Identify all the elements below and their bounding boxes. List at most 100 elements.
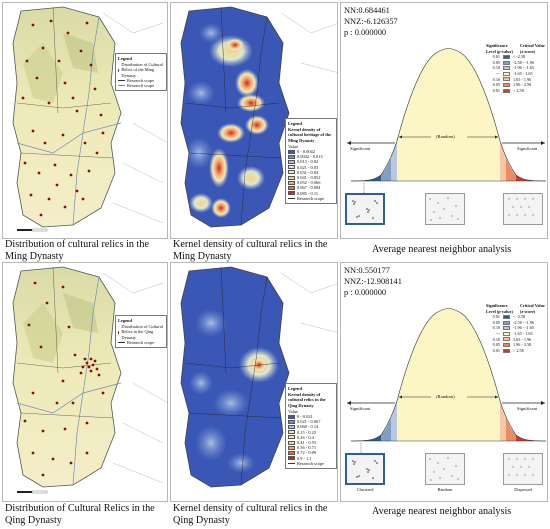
significance-row: 0.05 1.96 - 2.58 xyxy=(486,342,547,348)
density-class-swatch xyxy=(288,456,295,461)
p-value-label: --- xyxy=(495,330,500,336)
dispersed-pattern-thumb xyxy=(503,453,543,485)
density-class-row: 0.031 - 0.04 xyxy=(288,170,334,175)
significance-row: 0.01 > 2.58 xyxy=(486,87,547,94)
density-class-swatch xyxy=(288,419,295,424)
density-class-label: 0.013 - 0.02 xyxy=(297,159,319,165)
clustered-label: Clustered xyxy=(356,487,374,492)
density-class-swatch xyxy=(288,186,295,191)
significance-row: 0.01 > 2.58 xyxy=(486,347,547,354)
river xyxy=(72,16,100,226)
significance-swatch xyxy=(503,54,510,59)
ming-distribution-map-panel: Legend Distribution of Cultural Relics o… xyxy=(2,2,168,239)
relic-points xyxy=(23,281,105,477)
legend-value-label: Value xyxy=(288,408,298,414)
density-class-swatch xyxy=(288,175,295,180)
legend-label: Research scope xyxy=(297,195,325,201)
legend-label: Distribution of Cultural Relics in the Q… xyxy=(121,324,163,340)
significance-row: 0.01 < -2.58 xyxy=(486,54,547,60)
qing-kernel-density-map xyxy=(180,266,337,488)
density-class-row: 0.0042 - 0.013 xyxy=(288,154,334,159)
density-class-label: 0.41 - 0.55 xyxy=(297,440,317,446)
p-value-label: 0.05 xyxy=(492,319,500,325)
density-class-row: 0.067 - 0.084 xyxy=(288,185,334,190)
legend-title: Legend xyxy=(288,386,302,391)
density-class-label: 0.15 - 0.25 xyxy=(297,429,317,435)
significant-right-label: Significant xyxy=(517,406,538,411)
significant-right-label: Significant xyxy=(517,146,538,151)
legend-label: Research scope xyxy=(127,77,155,83)
density-class-swatch xyxy=(288,414,295,419)
significance-swatch xyxy=(503,77,510,82)
density-class-row: 0.021 - 0.067 xyxy=(288,419,334,424)
legend-row: Research scope xyxy=(118,340,164,345)
qing-distribution-legend: Legend Distribution of Cultural Relics i… xyxy=(115,315,167,349)
z-score-label: -2.58 - -1.96 xyxy=(513,319,534,325)
qing-density-caption: Kernel density of cultural relics in the… xyxy=(173,503,328,526)
density-class-row: 0 - 0.021 xyxy=(288,414,334,419)
significant-left-label: Significant xyxy=(350,146,371,151)
ming-kernel-density-panel: Legend Kernel density of cultural herita… xyxy=(170,2,338,239)
density-class-label: 0.067 - 0.084 xyxy=(297,185,321,191)
significance-swatch xyxy=(503,71,510,76)
density-class-row: 0.41 - 0.55 xyxy=(288,440,334,445)
p-value-label: 0.10 xyxy=(492,325,500,331)
p-value-label: 0.05 xyxy=(492,59,500,65)
random-pattern-thumb xyxy=(425,453,465,485)
density-class-row: 0.052 - 0.066 xyxy=(288,180,334,185)
density-class-label: 0.72 - 0.89 xyxy=(297,450,317,456)
significance-swatch xyxy=(503,88,510,93)
significance-swatch xyxy=(503,314,510,319)
p-value-label: --- xyxy=(495,70,500,76)
density-class-swatch xyxy=(288,445,295,450)
density-class-row: 0.085 - 0.11 xyxy=(288,191,334,196)
ming-kernel-density-map xyxy=(180,6,337,228)
significance-row: 0.10 1.65 - 1.96 xyxy=(486,337,547,343)
p-value-label: 0.01 xyxy=(492,87,500,93)
ming-density-legend: Legend Kernel density of cultural herita… xyxy=(285,118,337,205)
density-class-label: 0.021 - 0.03 xyxy=(297,164,319,170)
random-label: (Random) xyxy=(436,394,455,399)
sig-header: Significance Level (p-value) xyxy=(486,303,513,314)
p-value-label: 0.05 xyxy=(492,82,500,88)
density-class-row: 0.15 - 0.25 xyxy=(288,430,334,435)
density-class-label: 0.031 - 0.04 xyxy=(297,169,319,175)
significance-row: 0.01 < -2.58 xyxy=(486,314,547,320)
legend-label: Research scope xyxy=(127,339,155,345)
sig-header: Significance Level (p-value) xyxy=(486,43,513,54)
density-class-swatch xyxy=(288,435,295,440)
dispersed-pattern-thumb xyxy=(503,193,543,225)
ming-ann-caption: Average nearest neighbor analysis xyxy=(372,244,512,255)
clustered-pattern-thumb xyxy=(345,453,385,485)
density-class-label: 0.9 - 1.1 xyxy=(297,455,312,461)
significance-row: 0.05 -2.58 - -1.96 xyxy=(486,319,547,326)
qing-distribution-map-panel: Legend Distribution of Cultural Relics i… xyxy=(2,262,168,502)
ming-ann-panel: NN:0.684461 NNZ:-6.126357 p : 0.000000 S… xyxy=(340,2,548,239)
density-class-label: 0.021 - 0.067 xyxy=(297,419,321,425)
qing-significance-legend: Significance Level (p-value) Critical Val… xyxy=(486,303,547,354)
p-value-label: 0.10 xyxy=(492,65,500,71)
legend-title: Legend xyxy=(118,56,132,61)
significance-swatch xyxy=(503,337,510,342)
significance-row: 0.10 -1.96 - -1.65 xyxy=(486,65,547,71)
significance-swatch xyxy=(503,331,510,336)
z-score-label: 1.65 - 1.96 xyxy=(513,76,532,82)
density-class-swatch xyxy=(288,165,295,170)
p-value-label: 0.01 xyxy=(492,314,500,320)
p-value-label: 0.01 xyxy=(492,54,500,60)
qing-p-value: p : 0.000000 xyxy=(344,288,387,297)
random-pattern-thumb xyxy=(425,193,465,225)
qing-nn-zscore: NNZ:-12.908141 xyxy=(344,277,402,286)
random-label: (Random) xyxy=(436,134,455,139)
clustered-pattern-thumb xyxy=(345,193,385,225)
ming-distribution-caption: Distribution of cultural relics in the M… xyxy=(5,239,150,262)
qing-ann-caption: Average nearest neighbor analysis xyxy=(372,506,512,517)
density-class-label: 0.56 - 0.71 xyxy=(297,445,317,451)
z-score-label: -1.96 - -1.65 xyxy=(513,325,534,331)
density-class-row: 0.013 - 0.02 xyxy=(288,159,334,164)
random-thumb-label: Random xyxy=(437,487,453,492)
legend-row: Research scope xyxy=(288,461,334,466)
z-score-label: > 2.58 xyxy=(513,347,524,353)
ming-significance-legend: Significance Level (p-value) Critical Val… xyxy=(486,43,547,94)
legend-row: Research scope xyxy=(118,78,164,83)
